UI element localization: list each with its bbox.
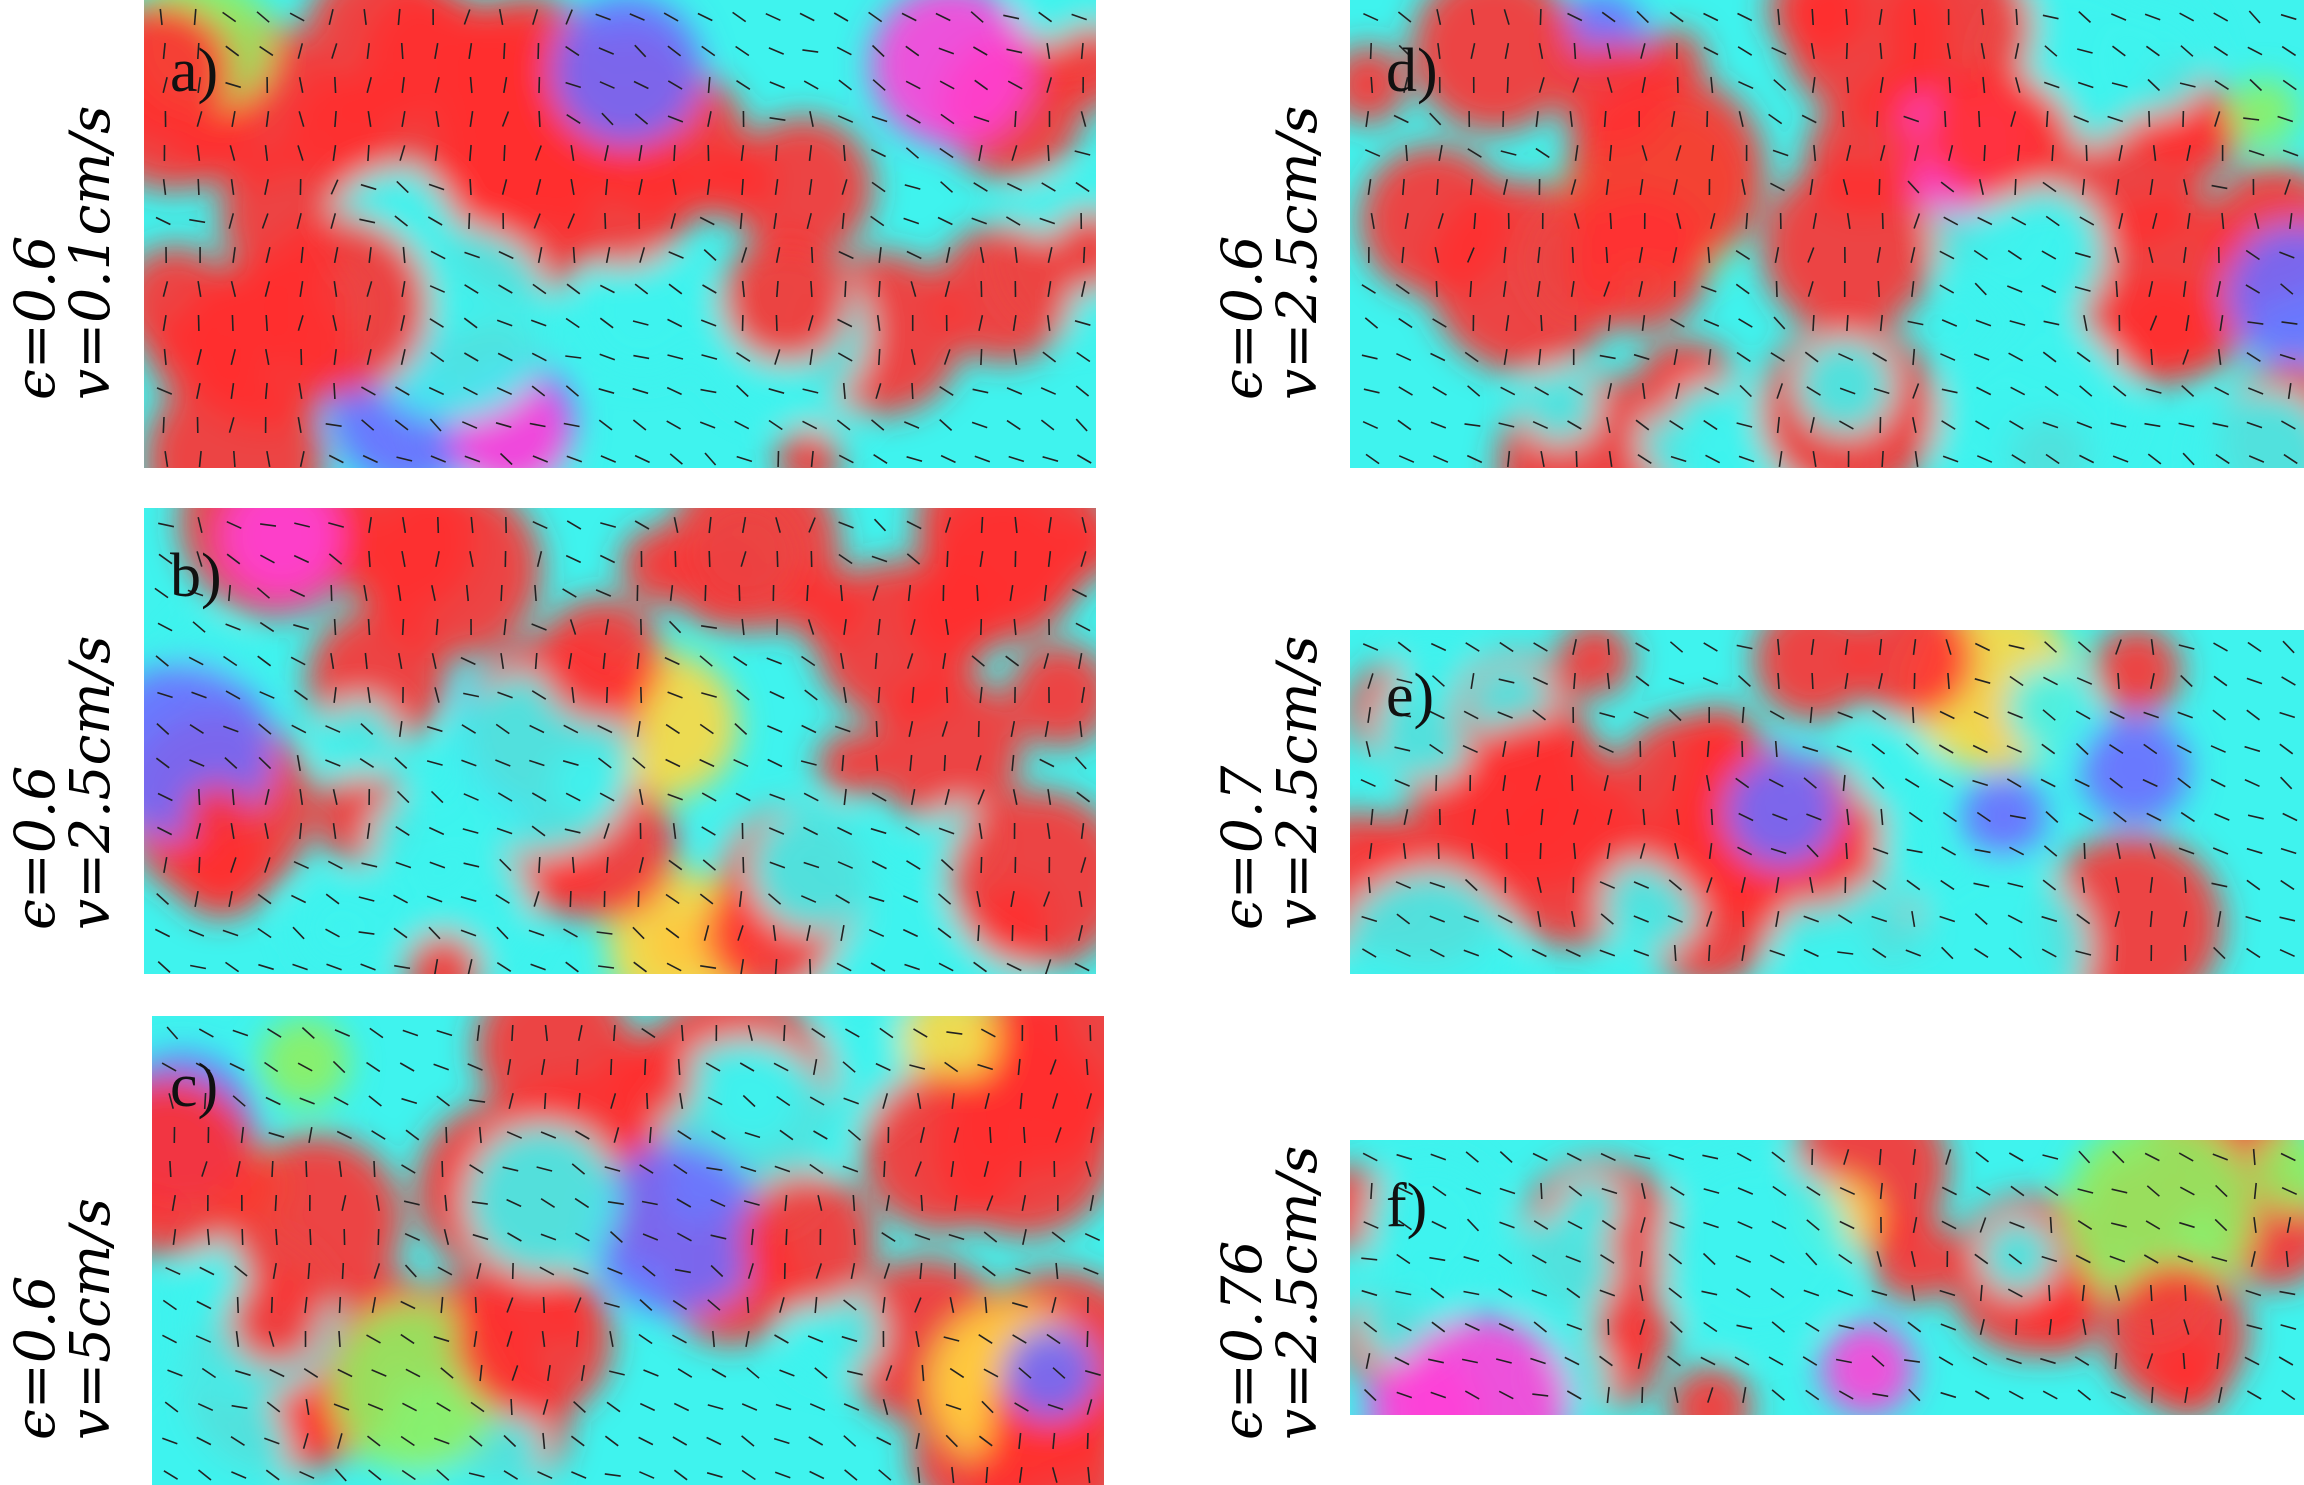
velocity-value-f: v=2.5cm/s: [1265, 1145, 1329, 1440]
row-label-d: ϵ=0.6 v=2.5cm/s: [1210, 105, 1329, 400]
panel-c: [152, 1016, 1104, 1485]
panel-f: [1350, 1140, 2304, 1415]
row-label-c: ϵ=0.6 v=5cm/s: [3, 1198, 122, 1440]
velocity-value-c: v=5cm/s: [58, 1198, 122, 1440]
row-label-f: ϵ=0.76 v=2.5cm/s: [1210, 1145, 1329, 1440]
panel-b: [144, 508, 1096, 974]
orientation-field-f: [1350, 1140, 2304, 1415]
panel-label-f: f): [1386, 1172, 1428, 1240]
panel-d: [1350, 0, 2304, 468]
epsilon-value-a: ϵ=0.6: [3, 235, 67, 400]
panel-label-c: c): [170, 1052, 219, 1120]
velocity-value-a: v=0.1cm/s: [58, 105, 122, 400]
epsilon-value-f: ϵ=0.76: [1210, 1240, 1274, 1440]
row-label-e: ϵ=0.7 v=2.5cm/s: [1210, 635, 1329, 930]
panel-label-b: b): [170, 542, 222, 610]
panel-label-d: d): [1386, 37, 1438, 105]
panel-label-a: a): [170, 37, 219, 105]
velocity-value-d: v=2.5cm/s: [1265, 105, 1329, 400]
orientation-field-b: [144, 508, 1096, 974]
orientation-field-d: [1350, 0, 2304, 468]
orientation-field-c: [152, 1016, 1104, 1485]
velocity-value-e: v=2.5cm/s: [1265, 635, 1329, 930]
panel-e: [1350, 630, 2304, 974]
epsilon-value-d: ϵ=0.6: [1210, 235, 1274, 400]
epsilon-value-b: ϵ=0.6: [3, 765, 67, 930]
panel-label-e: e): [1386, 662, 1435, 730]
row-label-b: ϵ=0.6 v=2.5cm/s: [3, 635, 122, 930]
epsilon-value-c: ϵ=0.6: [3, 1275, 67, 1440]
panel-a: [144, 0, 1096, 468]
row-label-a: ϵ=0.6 v=0.1cm/s: [3, 105, 122, 400]
velocity-value-b: v=2.5cm/s: [58, 635, 122, 930]
orientation-field-e: [1350, 630, 2304, 974]
orientation-field-a: [144, 0, 1096, 468]
epsilon-value-e: ϵ=0.7: [1210, 765, 1274, 930]
